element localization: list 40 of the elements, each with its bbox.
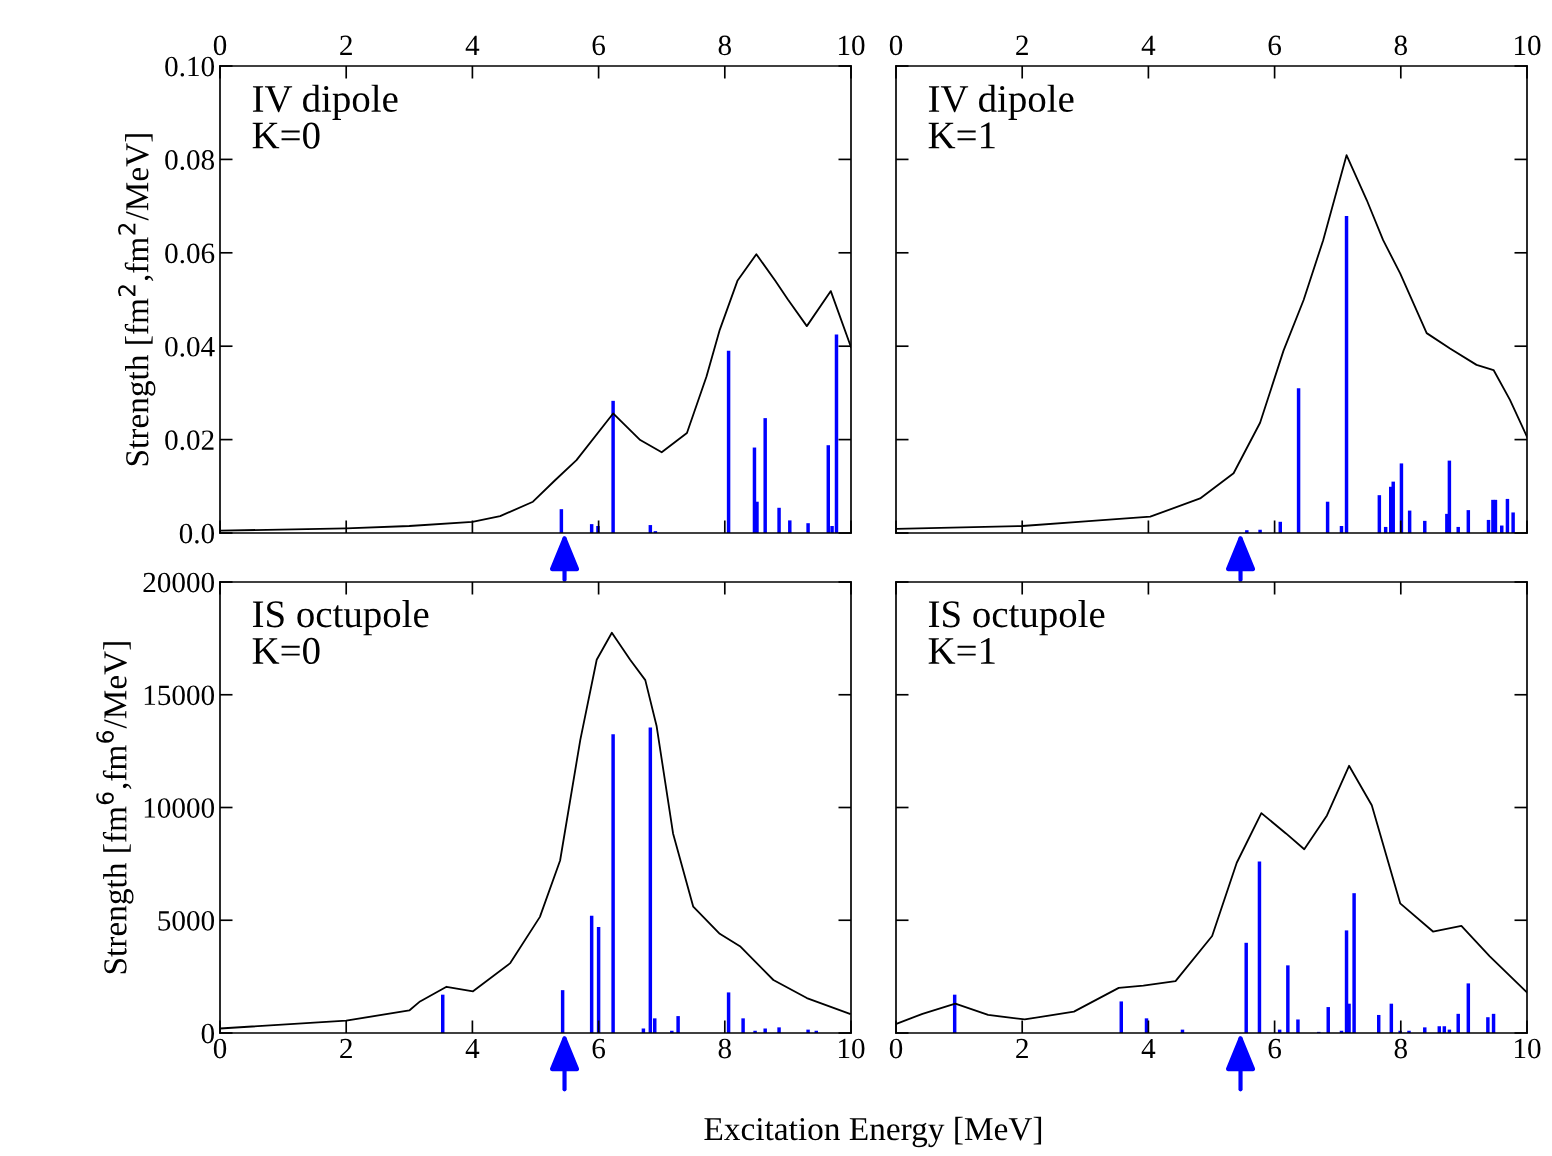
y-axis-title: Strength [fm$^{6}$,fm$^{6}$/MeV] — [96, 642, 134, 974]
x-tick-label: 10 — [1514, 1038, 1541, 1059]
y-tick-label: 0.02 — [165, 430, 214, 451]
x-tick-label: 8 — [1394, 35, 1407, 56]
x-tick-label: 4 — [1141, 35, 1156, 55]
x-tick-label: 10 — [1514, 35, 1541, 56]
x-tick-label: 4 — [465, 35, 480, 55]
y-tick-label: 15000 — [144, 685, 215, 706]
x-tick-label: 2 — [1016, 35, 1028, 55]
text: IV dipole K=0 — [252, 84, 398, 149]
y-tick-label: 0.04 — [165, 336, 215, 357]
y-tick-label: 0 — [201, 1023, 215, 1044]
x-tick-label: 10 — [838, 35, 865, 56]
x-tick-label: 8 — [1394, 1038, 1407, 1059]
x-tick-label: 2 — [340, 35, 352, 55]
y-tick-label: 0.10 — [165, 56, 215, 77]
x-tick-label: 0 — [889, 35, 903, 56]
y-tick-label: 0.08 — [165, 150, 215, 170]
y-tick-label: 5000 — [158, 910, 215, 931]
x-tick-label: 6 — [592, 35, 606, 56]
x-tick-label: 6 — [592, 1038, 606, 1059]
x-tick-label: 6 — [1268, 1038, 1282, 1059]
x-tick-label: 4 — [1141, 1038, 1156, 1059]
text: IS octupole K=0 — [252, 600, 429, 665]
y-tick-label: 0.06 — [165, 243, 215, 264]
text: IV dipole K=1 — [928, 84, 1074, 149]
text: IS octupole K=1 — [928, 600, 1105, 664]
x-tick-label: 8 — [718, 35, 731, 56]
y-tick-label: 20000 — [143, 572, 215, 593]
y-tick-label: 10000 — [144, 798, 215, 818]
x-tick-label: 2 — [1016, 1038, 1028, 1059]
x-axis-title: Excitation Energy [MeV] — [704, 1116, 1042, 1148]
y-axis-title: Strength [fm$^{2}$,fm$^{2}$/MeV] — [118, 134, 156, 466]
x-tick-label: 4 — [465, 1038, 480, 1059]
x-tick-label: 0 — [889, 1038, 903, 1059]
x-tick-label: 2 — [340, 1038, 352, 1059]
x-tick-label: 10 — [838, 1038, 865, 1059]
x-tick-label: 6 — [1268, 35, 1282, 56]
y-tick-label: 0.0 — [179, 523, 215, 544]
x-tick-label: 8 — [718, 1038, 731, 1059]
